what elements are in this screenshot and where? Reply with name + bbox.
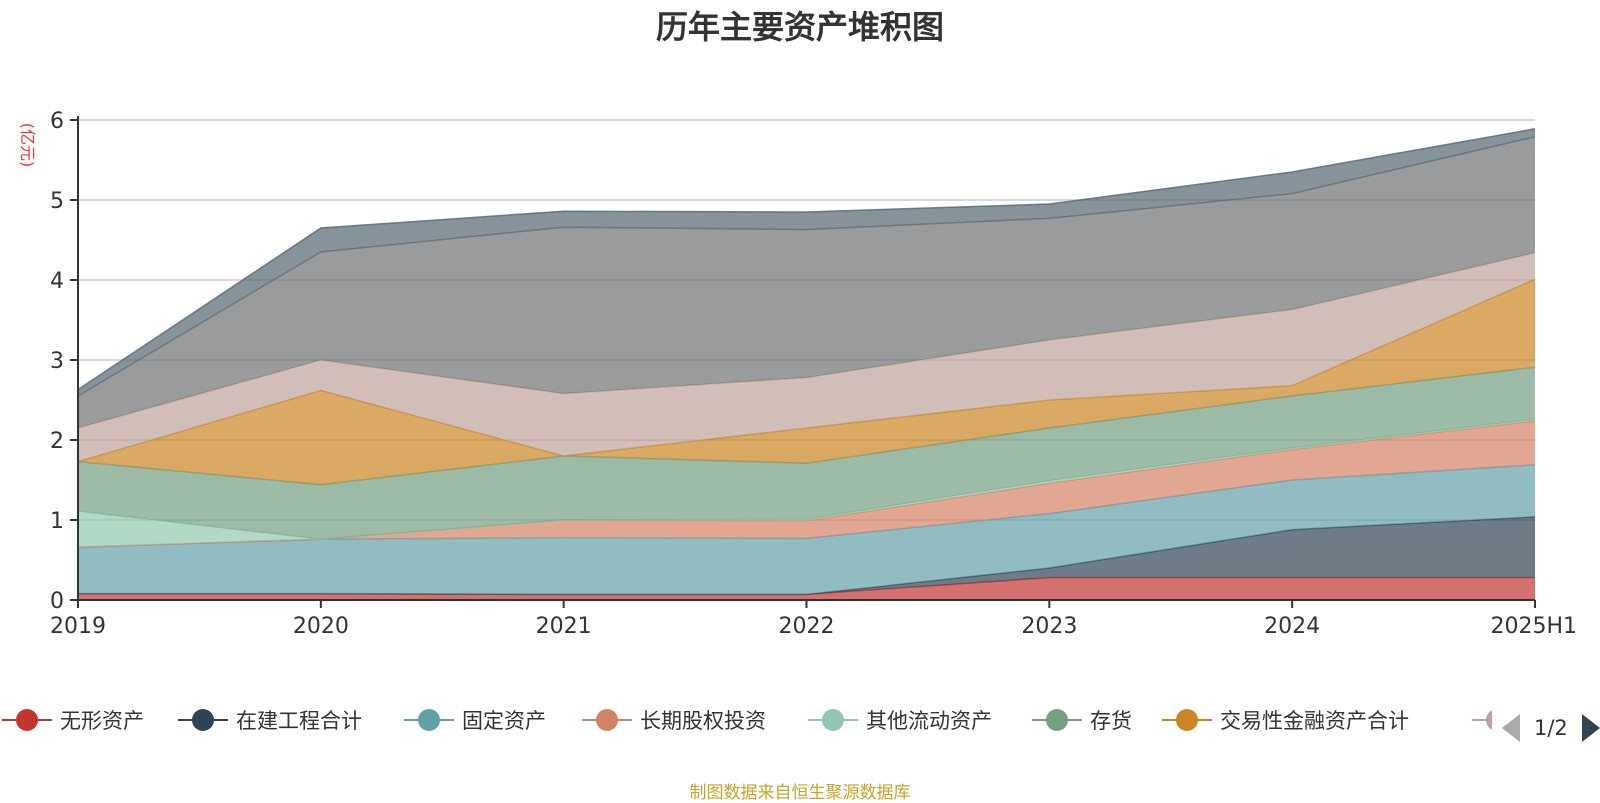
legend-marker-icon — [404, 704, 454, 736]
y-tick-label: 1 — [50, 509, 64, 534]
legend-item[interactable]: 长期股权投资 — [582, 704, 766, 736]
legend-label: 无形资产 — [60, 709, 144, 733]
legend-item[interactable]: 固定资产 — [404, 704, 546, 736]
legend-prev-icon[interactable] — [1502, 714, 1520, 742]
area-series-7[interactable] — [78, 252, 1535, 462]
legend-label: 在建工程合计 — [236, 709, 362, 733]
area-series-8[interactable] — [78, 136, 1535, 429]
source-note: 制图数据来自恒生聚源数据库 — [689, 783, 911, 803]
area-series-1[interactable] — [78, 516, 1535, 595]
chart-title: 历年主要资产堆积图 — [656, 8, 944, 46]
legend-label: 其他流动资产 — [866, 709, 992, 733]
legend-page-indicator: 1/2 — [1534, 716, 1568, 740]
legend-marker-icon — [582, 704, 632, 736]
chart-svg: 历年主要资产堆积图 (亿元) 0 1 2 3 4 5 6 2019 2020 2021 2022 20… — [18, 8, 1577, 639]
legend-label: 交易性金融资产合计 — [1220, 709, 1409, 733]
legend-marker-icon — [808, 704, 858, 736]
legend-pager: 1/2 — [1502, 712, 1600, 744]
legend-marker-icon — [178, 704, 228, 736]
y-tick-label: 0 — [50, 589, 64, 614]
legend: 无形资产 在建工程合计 固定资产 长期股权投资 其他流动资产 存货 交易性金融资产合计 — [0, 704, 1600, 736]
legend-item-partial[interactable] — [1472, 704, 1492, 736]
y-tick-label: 3 — [50, 349, 64, 374]
area-series-4[interactable] — [78, 419, 1535, 548]
legend-next-icon[interactable] — [1581, 714, 1600, 742]
stacked-areas — [77, 128, 1536, 600]
y-tick-label: 4 — [50, 269, 64, 294]
area-series-3[interactable] — [78, 420, 1535, 548]
x-tick-label: 2025H1 — [1490, 614, 1577, 639]
legend-item[interactable]: 存货 — [1032, 704, 1132, 736]
x-tick-label: 2021 — [536, 614, 592, 639]
axes: 0 1 2 3 4 5 6 2019 2020 2021 2022 2023 2024 2025H1 — [50, 109, 1577, 639]
legend-item[interactable]: 在建工程合计 — [178, 704, 362, 736]
legend-item[interactable]: 交易性金融资产合计 — [1162, 704, 1409, 736]
x-tick-label: 2022 — [779, 614, 835, 639]
legend-marker-icon — [1162, 704, 1212, 736]
y-tick-label: 5 — [50, 189, 64, 214]
legend-label: 长期股权投资 — [640, 709, 766, 733]
x-tick-label: 2024 — [1264, 614, 1320, 639]
legend-label: 固定资产 — [462, 709, 546, 733]
legend-marker-icon — [2, 704, 52, 736]
x-tick-label: 2020 — [293, 614, 349, 639]
legend-item[interactable]: 其他流动资产 — [808, 704, 992, 736]
y-tick-label: 6 — [50, 109, 64, 134]
legend-item[interactable]: 无形资产 — [2, 704, 144, 736]
area-series-6[interactable] — [78, 279, 1535, 485]
area-series-line-9 — [77, 128, 1536, 391]
legend-marker-icon — [1032, 704, 1082, 736]
x-tick-label: 2023 — [1021, 614, 1077, 639]
y-axis-label: (亿元) — [18, 123, 37, 168]
area-series-9[interactable] — [78, 128, 1535, 397]
area-series-5[interactable] — [78, 367, 1535, 540]
legend-label: 存货 — [1090, 709, 1132, 733]
legend-marker-icon — [1472, 704, 1492, 736]
y-tick-label: 2 — [50, 429, 64, 454]
x-tick-label: 2019 — [50, 614, 106, 639]
